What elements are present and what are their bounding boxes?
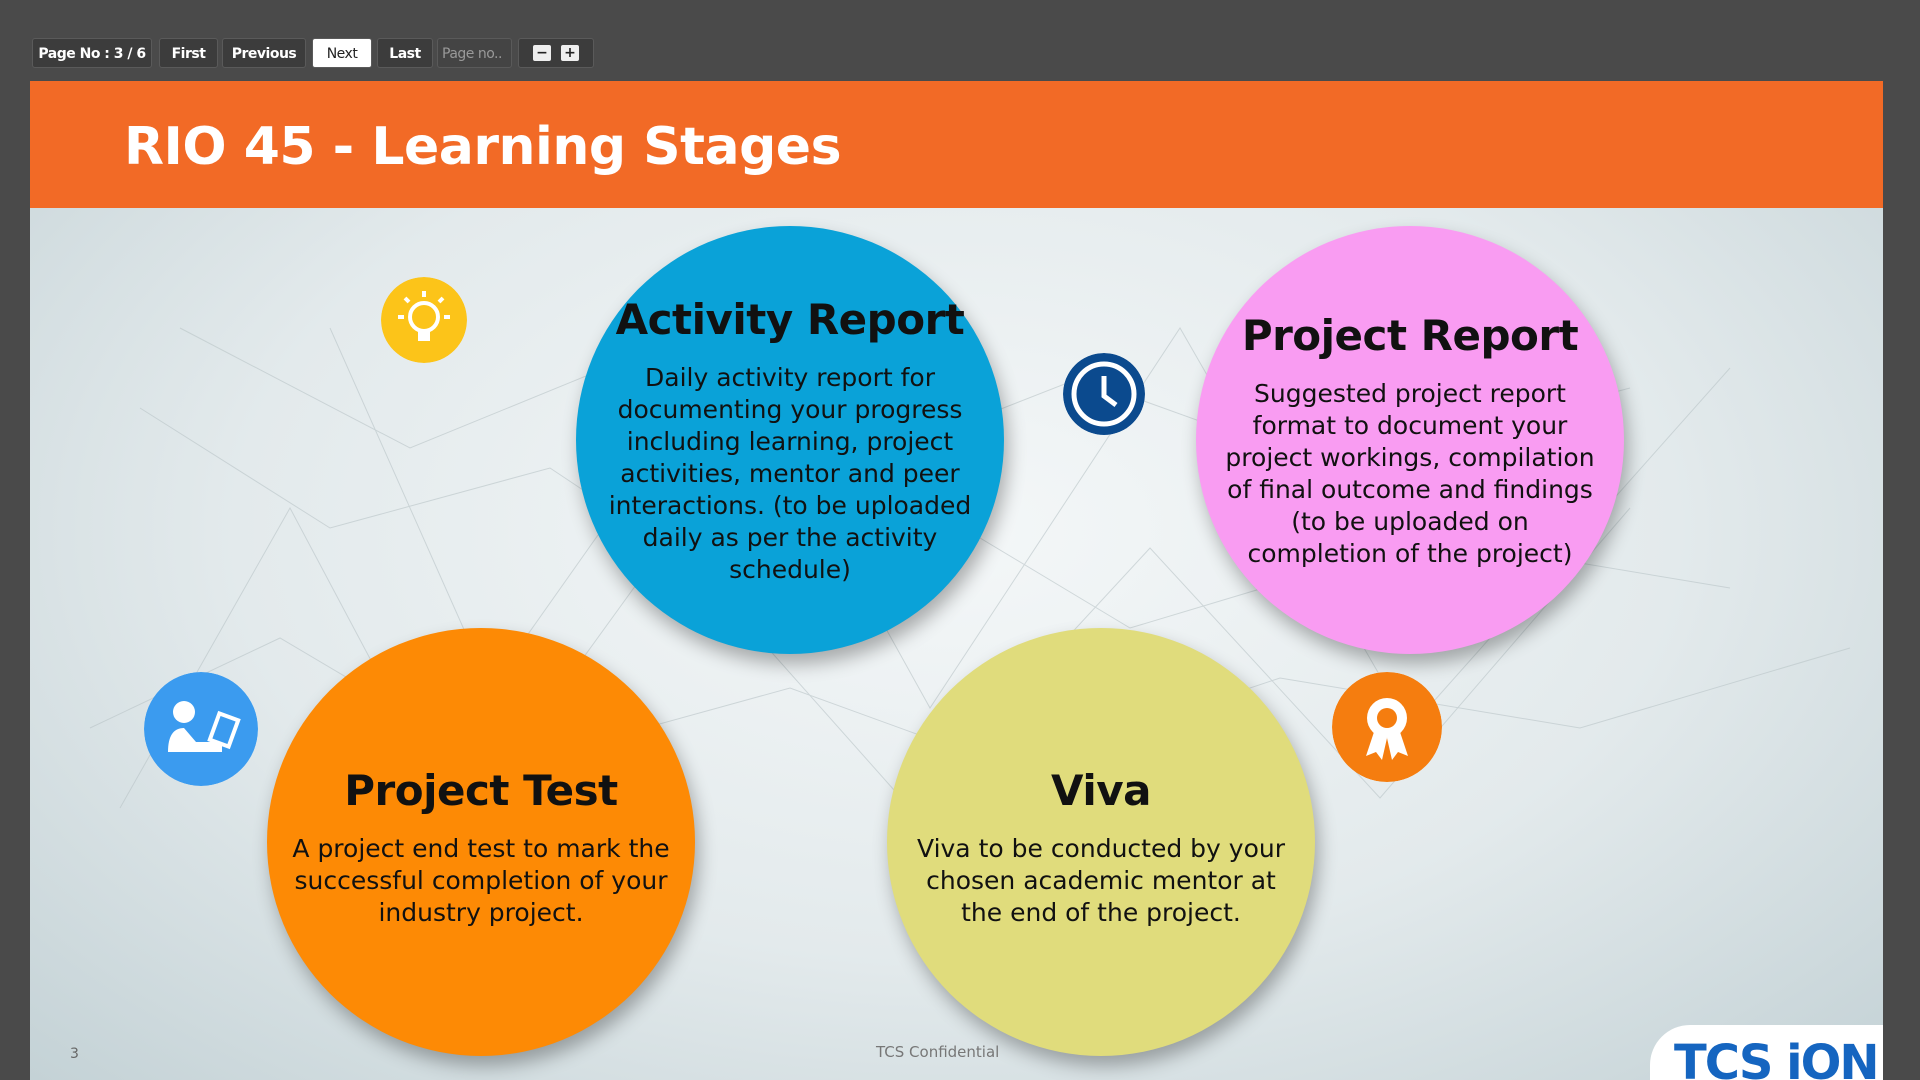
page-number: 3: [70, 1046, 79, 1062]
logo-panel: TCS iON: [1650, 1025, 1883, 1080]
stage-title: Viva: [1051, 765, 1151, 815]
last-button[interactable]: Last: [377, 38, 433, 68]
slide: RIO 45 - Learning Stages Activity Report…: [30, 81, 1883, 1080]
stage-body: A project end test to mark the successfu…: [292, 833, 670, 927]
stage-circle: Project Test A project end test to mark …: [267, 628, 695, 1056]
stage-body: Daily activity report for documenting yo…: [608, 362, 972, 584]
stage-body: Viva to be conducted by your chosen acad…: [917, 833, 1285, 927]
previous-button[interactable]: Previous: [222, 38, 306, 68]
zoom-group: [518, 38, 594, 68]
stage-circle: Viva Viva to be conducted by your chosen…: [887, 628, 1315, 1056]
zoom-in[interactable]: +: [561, 45, 579, 61]
next-button[interactable]: Next: [312, 38, 372, 68]
stage-title: Activity Report: [615, 294, 965, 344]
slide-title: RIO 45 - Learning Stages: [124, 117, 842, 177]
page-input[interactable]: Page no..: [437, 38, 512, 68]
stage-body: Suggested project report format to docum…: [1225, 378, 1595, 568]
bulb-icon: [381, 277, 467, 363]
stage-title: Project Report: [1241, 310, 1579, 360]
clock-icon: [1063, 353, 1145, 435]
footer: TCS Confidential: [876, 1043, 1000, 1061]
stage-circle: Project Report Suggested project report …: [1196, 226, 1624, 654]
logo: TCS iON: [1674, 1035, 1880, 1080]
zoom-out[interactable]: −: [533, 45, 551, 61]
stage-circle: Activity Report Daily activity report fo…: [576, 226, 1004, 654]
stage-title: Project Test: [344, 765, 618, 815]
student-icon: [144, 672, 258, 786]
page-info: Page No : 3 / 6: [32, 38, 152, 68]
award-icon: [1332, 672, 1442, 782]
slide-header: RIO 45 - Learning Stages: [30, 81, 1883, 208]
first-button[interactable]: First: [159, 38, 218, 68]
